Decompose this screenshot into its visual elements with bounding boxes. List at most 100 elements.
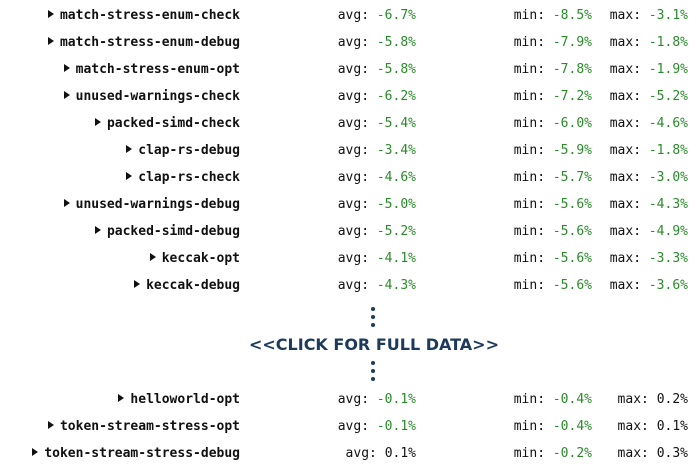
triangle-right-icon	[118, 394, 125, 402]
benchmark-name: unused-warnings-check	[75, 89, 240, 104]
max-cell: max: 0.2%	[618, 390, 688, 410]
min-value: -0.4%	[552, 392, 592, 407]
avg-value: -4.1%	[376, 251, 416, 266]
avg-label: avg:	[337, 197, 370, 212]
min-cell: min: -5.6%	[514, 276, 592, 296]
avg-value: -4.3%	[376, 278, 416, 293]
triangle-right-icon	[134, 280, 141, 288]
avg-cell: avg: -0.1%	[338, 390, 416, 410]
min-cell: min: -7.2%	[514, 87, 592, 107]
benchmark-name: clap-rs-check	[138, 170, 240, 185]
avg-label: avg:	[337, 278, 370, 293]
expand-toggle[interactable]: packed-simd-debug	[94, 222, 240, 242]
avg-cell: avg: -4.3%	[338, 276, 416, 296]
benchmark-name: unused-warnings-debug	[75, 197, 240, 212]
min-value: -8.5%	[552, 8, 592, 23]
max-value: 0.3%	[656, 446, 688, 461]
vertical-dots-icon	[371, 307, 375, 331]
min-cell: min: -5.7%	[514, 168, 592, 188]
benchmark-name: token-stream-stress-debug	[44, 446, 240, 461]
max-value: -3.0%	[648, 170, 688, 185]
expand-toggle[interactable]: match-stress-enum-check	[47, 6, 240, 26]
triangle-right-icon	[47, 10, 54, 18]
avg-cell: avg: -5.2%	[338, 222, 416, 242]
max-cell: max: 0.1%	[618, 417, 688, 437]
max-value: -5.2%	[648, 89, 688, 104]
max-cell: max: -1.9%	[610, 60, 688, 80]
min-cell: min: -0.2%	[514, 444, 592, 464]
avg-value: -4.6%	[376, 170, 416, 185]
avg-value: 0.1%	[384, 446, 416, 461]
min-value: -5.6%	[552, 278, 592, 293]
benchmark-name: keccak-debug	[146, 278, 240, 293]
expand-toggle[interactable]: keccak-debug	[134, 276, 240, 296]
avg-value: -6.7%	[376, 8, 416, 23]
min-cell: min: -8.5%	[514, 6, 592, 26]
result-row: clap-rs-check avg: -4.6% min: -5.7% max: -3…	[0, 168, 694, 188]
triangle-right-icon	[47, 421, 54, 429]
avg-cell: avg: -3.4%	[338, 141, 416, 161]
max-label: max:	[609, 170, 642, 185]
result-row: helloworld-opt avg: -0.1% min: -0.4% max: 0…	[0, 390, 694, 410]
expand-toggle[interactable]: unused-warnings-debug	[63, 195, 240, 215]
min-label: min:	[513, 62, 546, 77]
result-row: match-stress-enum-check avg: -6.7% min: -8…	[0, 6, 694, 26]
min-label: min:	[513, 170, 546, 185]
min-value: -5.6%	[552, 197, 592, 212]
expand-toggle[interactable]: token-stream-stress-opt	[47, 417, 240, 437]
expand-toggle[interactable]: clap-rs-debug	[126, 141, 240, 161]
min-value: -5.7%	[552, 170, 592, 185]
result-row: keccak-debug avg: -4.3% min: -5.6% max: -3.…	[0, 276, 694, 296]
vertical-dots-icon	[371, 361, 375, 385]
result-row: match-stress-enum-opt avg: -5.8% min: -7.8…	[0, 60, 694, 80]
min-value: -7.8%	[552, 62, 592, 77]
max-value: -3.1%	[648, 8, 688, 23]
max-value: 0.1%	[656, 419, 688, 434]
min-value: -7.9%	[552, 35, 592, 50]
max-cell: max: 0.3%	[618, 444, 688, 464]
max-value: -1.9%	[648, 62, 688, 77]
min-value: -0.4%	[552, 419, 592, 434]
max-value: -4.3%	[648, 197, 688, 212]
avg-label: avg:	[337, 224, 370, 239]
max-label: max:	[609, 62, 642, 77]
min-value: -5.9%	[552, 143, 592, 158]
max-label: max:	[609, 278, 642, 293]
max-value: -3.6%	[648, 278, 688, 293]
expand-toggle[interactable]: helloworld-opt	[118, 390, 240, 410]
max-cell: max: -4.6%	[610, 114, 688, 134]
expand-toggle[interactable]: match-stress-enum-opt	[63, 60, 240, 80]
triangle-right-icon	[94, 118, 101, 126]
expand-toggle[interactable]: unused-warnings-check	[63, 87, 240, 107]
avg-value: -5.8%	[376, 35, 416, 50]
min-label: min:	[513, 35, 546, 50]
min-value: -6.0%	[552, 116, 592, 131]
result-row: token-stream-stress-debug avg: 0.1% min: -…	[0, 444, 694, 464]
expand-toggle[interactable]: token-stream-stress-debug	[32, 444, 240, 464]
min-label: min:	[513, 143, 546, 158]
min-label: min:	[513, 251, 546, 266]
min-label: min:	[513, 224, 546, 239]
max-label: max:	[609, 116, 642, 131]
min-label: min:	[513, 8, 546, 23]
avg-cell: avg: -0.1%	[338, 417, 416, 437]
benchmark-name: token-stream-stress-opt	[59, 419, 240, 434]
full-data-link[interactable]: <<CLICK FOR FULL DATA>>	[248, 335, 499, 354]
min-value: -7.2%	[552, 89, 592, 104]
expand-toggle[interactable]: packed-simd-check	[94, 114, 240, 134]
expand-toggle[interactable]: clap-rs-check	[126, 168, 240, 188]
max-cell: max: -1.8%	[610, 33, 688, 53]
triangle-right-icon	[126, 145, 133, 153]
avg-label: avg:	[337, 143, 370, 158]
result-row: packed-simd-check avg: -5.4% min: -6.0% max…	[0, 114, 694, 134]
max-label: max:	[609, 224, 642, 239]
benchmark-name: match-stress-enum-debug	[59, 35, 240, 50]
max-label: max:	[609, 251, 642, 266]
max-label: max:	[617, 419, 649, 434]
min-value: -5.6%	[552, 224, 592, 239]
avg-cell: avg: -6.7%	[338, 6, 416, 26]
max-cell: max: -4.3%	[610, 195, 688, 215]
expand-toggle[interactable]: keccak-opt	[149, 249, 240, 269]
benchmark-name: keccak-opt	[161, 251, 240, 266]
expand-toggle[interactable]: match-stress-enum-debug	[47, 33, 240, 53]
